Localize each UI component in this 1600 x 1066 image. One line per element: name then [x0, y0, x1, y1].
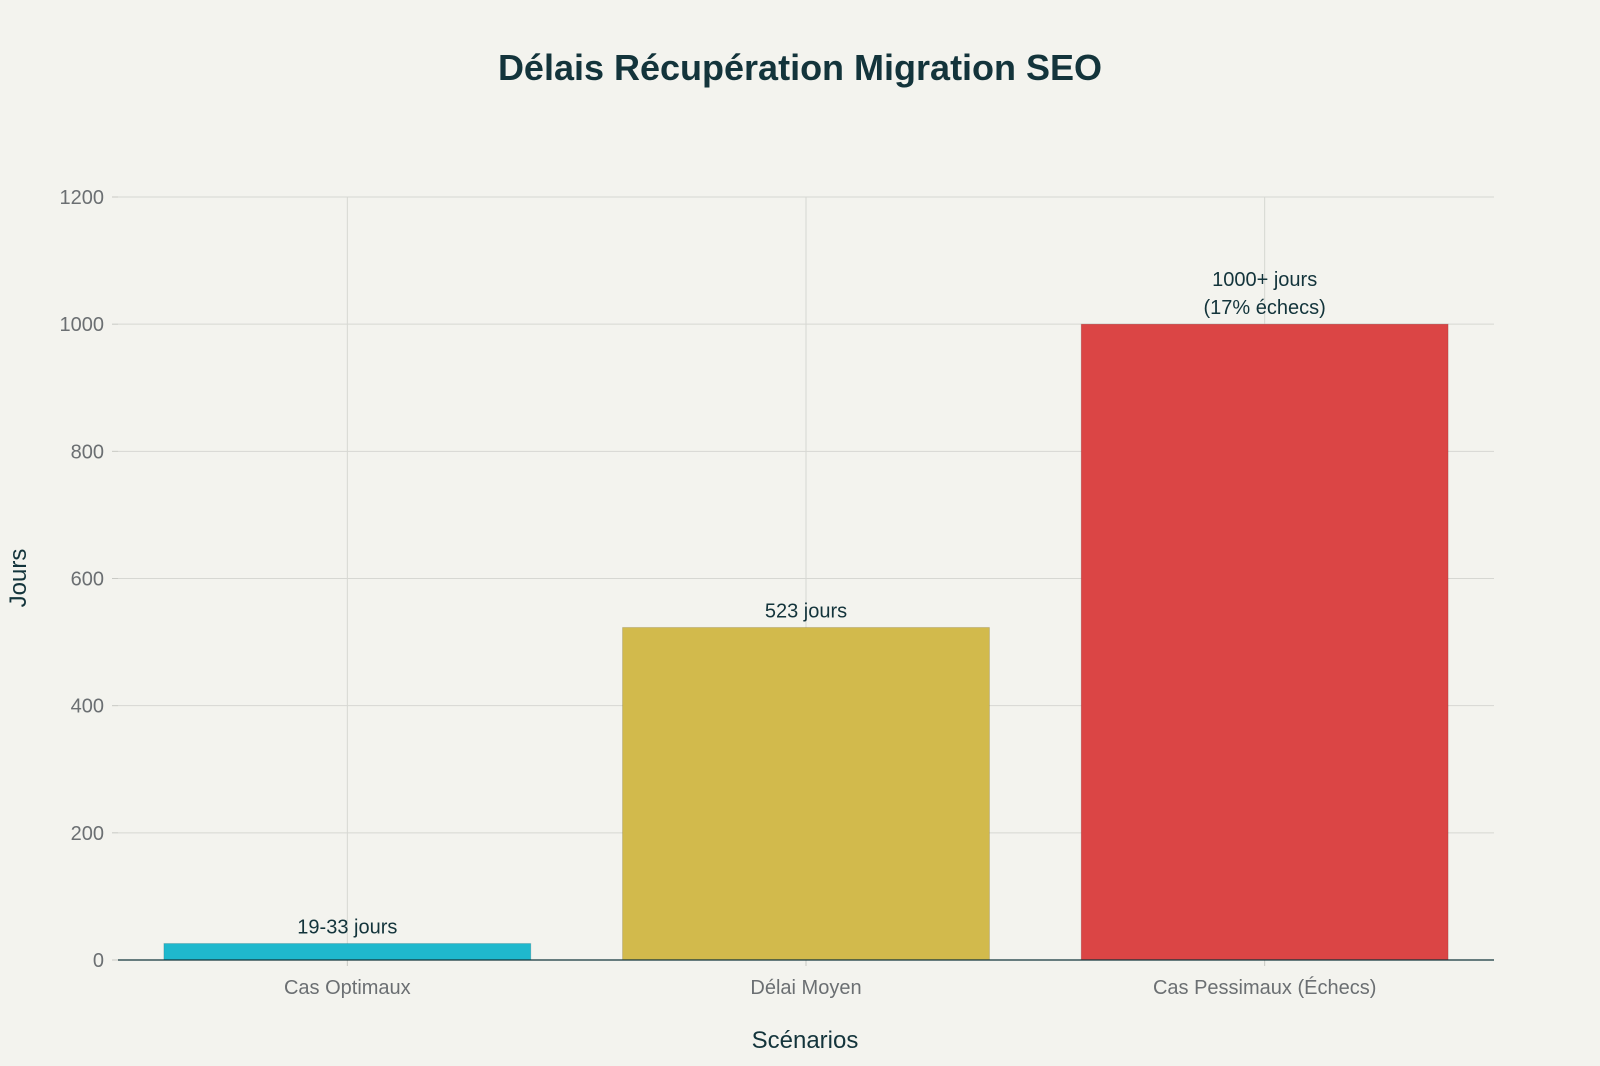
x-tick-label: Cas Optimaux	[284, 977, 411, 999]
y-tick-label: 600	[71, 569, 104, 591]
chart-title: Délais Récupération Migration SEO	[498, 47, 1102, 88]
x-tick-label: Cas Pessimaux (Échecs)	[1153, 976, 1376, 999]
y-axis-title: Jours	[5, 549, 32, 608]
y-tick-label: 800	[71, 441, 104, 463]
data-label-1: 523 jours	[765, 600, 847, 622]
data-label-2: (17% échecs)	[1204, 297, 1326, 319]
x-tick-label: Délai Moyen	[750, 977, 861, 999]
y-tick-label: 1200	[60, 187, 105, 209]
bars	[163, 323, 1449, 961]
y-tick-label: 1000	[60, 314, 105, 336]
x-axis-title: Scénarios	[752, 1027, 859, 1054]
bar-0	[163, 942, 532, 961]
bar-2	[1080, 323, 1449, 961]
data-labels: 19-33 jours 523 jours 1000+ jours (17% éche…	[297, 269, 1326, 938]
axis-ticks: 0 200 400 600 800 1000 1200 Cas Optimaux Délai M…	[60, 187, 1377, 999]
y-tick-label: 200	[71, 823, 104, 845]
data-label-0: 19-33 jours	[297, 916, 397, 938]
y-tick-label: 0	[93, 950, 104, 972]
y-tick-label: 400	[71, 696, 104, 718]
bar-1	[622, 626, 990, 961]
data-label-2: 1000+ jours	[1212, 269, 1317, 291]
